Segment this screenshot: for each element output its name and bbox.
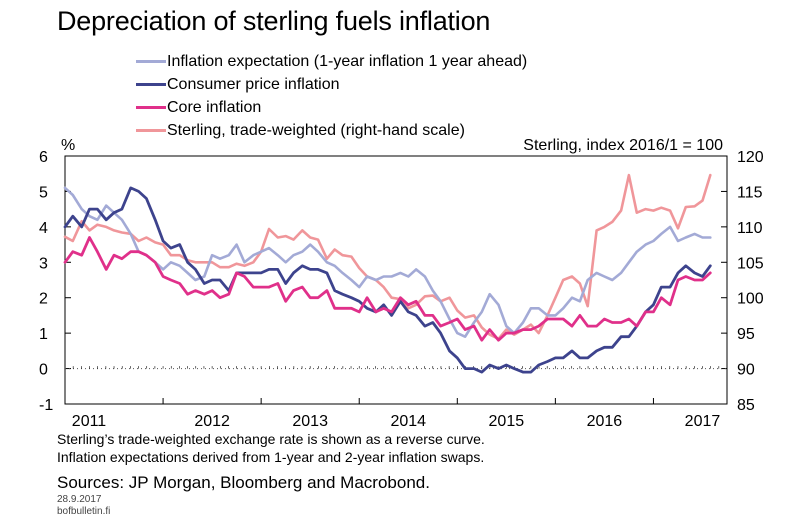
series-line-inflation-expectation [63,186,712,339]
y-right-tick-label: 85 [737,397,755,414]
legend-swatch-sterling [136,129,166,132]
legend-swatch-consumer-price-inflation [136,83,166,86]
sources: Sources: JP Morgan, Bloomberg and Macrob… [57,473,430,492]
note-reverse-curve: Sterling’s trade-weighted exchange rate … [57,431,485,447]
y-tick-label: 5 [39,184,48,201]
y-tick-label: 2 [39,291,48,308]
y-tick-label: 1 [39,326,48,343]
legend-swatch-core-inflation [136,106,166,109]
y-tick-label: -1 [39,397,53,414]
legend-label: Sterling, trade-weighted (right-hand sca… [167,122,465,139]
x-tick-label: 2014 [390,413,426,430]
series-line-core-inflation [63,236,712,342]
x-tick-label: 2013 [292,413,328,430]
y-right-tick-label: 120 [737,149,764,166]
series-line-sterling [63,173,712,341]
y-axis-label: % [61,137,75,154]
y-right-tick-label: 100 [737,291,764,308]
y-tick-label: 4 [39,220,48,237]
x-tick-label: 2012 [194,413,230,430]
plot-frame [64,155,728,405]
legend-swatch-inflation-expectation [136,60,166,63]
x-tick-label: 2011 [72,413,107,430]
y-tick-label: 6 [39,149,48,166]
y-right-tick-label: 115 [737,184,763,201]
y-right-tick-label: 90 [737,362,755,379]
y-tick-label: 3 [39,255,48,272]
publication-date: 28.9.2017 [57,494,102,505]
y-right-axis-label: Sterling, index 2016/1 = 100 [523,137,723,154]
legend-label: Consumer price inflation [167,76,340,93]
legend-label: Inflation expectation (1-year inflation … [167,53,528,70]
y-tick-label: 0 [39,362,48,379]
note-inflation-expectations: Inflation expectations derived from 1-ye… [57,449,485,465]
chart-title: Depreciation of sterling fuels inflation [57,6,491,36]
x-tick-label: 2015 [489,413,525,430]
y-right-tick-label: 105 [737,255,764,272]
legend-label: Core inflation [167,99,262,116]
x-tick-label: 2017 [685,413,721,430]
x-tick-label: 2016 [587,413,623,430]
y-right-tick-label: 110 [737,220,763,237]
y-right-tick-label: 95 [737,326,755,343]
site-name: bofbulletin.fi [57,506,111,517]
